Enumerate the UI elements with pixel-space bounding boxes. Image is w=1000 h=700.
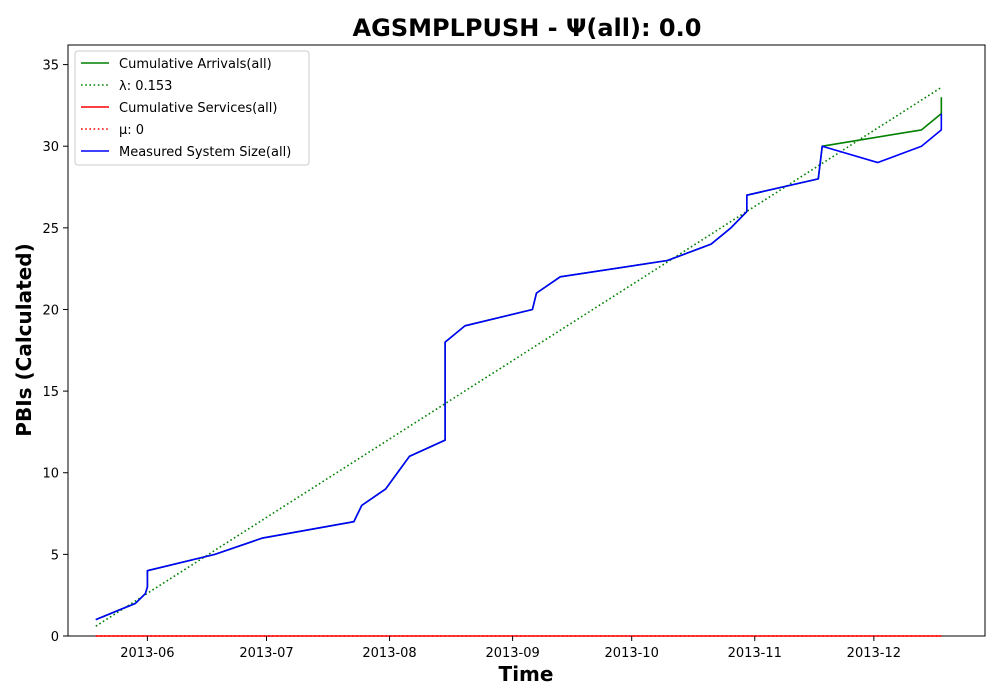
x-tick-label: 2013-08 bbox=[362, 646, 416, 661]
x-axis-label: Time bbox=[499, 662, 554, 686]
y-tick-label: 5 bbox=[51, 548, 59, 563]
x-tick-label: 2013-07 bbox=[239, 646, 293, 661]
legend-label: λ: 0.153 bbox=[119, 79, 172, 94]
legend-label: μ: 0 bbox=[119, 123, 144, 138]
legend-label: Cumulative Services(all) bbox=[119, 101, 277, 116]
chart-title: AGSMPLPUSH - Ψ(all): 0.0 bbox=[353, 14, 702, 42]
legend-label: Cumulative Arrivals(all) bbox=[119, 57, 272, 72]
y-tick-label: 30 bbox=[42, 140, 59, 155]
y-axis-label: PBIs (Calculated) bbox=[12, 243, 36, 436]
x-tick-label: 2013-10 bbox=[605, 646, 659, 661]
x-axis: 2013-06 2013-07 2013-08 2013-09 2013-10 2013-… bbox=[120, 636, 901, 661]
series-line-1 bbox=[95, 86, 942, 627]
legend-box bbox=[74, 50, 310, 166]
x-tick-label: 2013-11 bbox=[728, 646, 782, 661]
legend-label: Measured System Size(all) bbox=[119, 145, 291, 160]
y-tick-label: 15 bbox=[42, 385, 59, 400]
y-tick-label: 20 bbox=[42, 303, 59, 318]
y-tick-label: 0 bbox=[51, 630, 59, 645]
y-axis: 0 5 10 15 20 25 30 35 bbox=[42, 59, 68, 645]
x-tick-label: 2013-12 bbox=[847, 646, 901, 661]
series-layer bbox=[95, 86, 943, 637]
x-tick-label: 2013-09 bbox=[485, 646, 539, 661]
y-tick-label: 10 bbox=[42, 467, 59, 482]
x-tick-label: 2013-06 bbox=[120, 646, 174, 661]
y-tick-label: 35 bbox=[42, 59, 59, 74]
series-line-4 bbox=[95, 113, 943, 621]
legend: Cumulative Arrivals(all) λ: 0.153 Cumulati… bbox=[74, 50, 310, 166]
y-tick-label: 25 bbox=[42, 222, 59, 237]
